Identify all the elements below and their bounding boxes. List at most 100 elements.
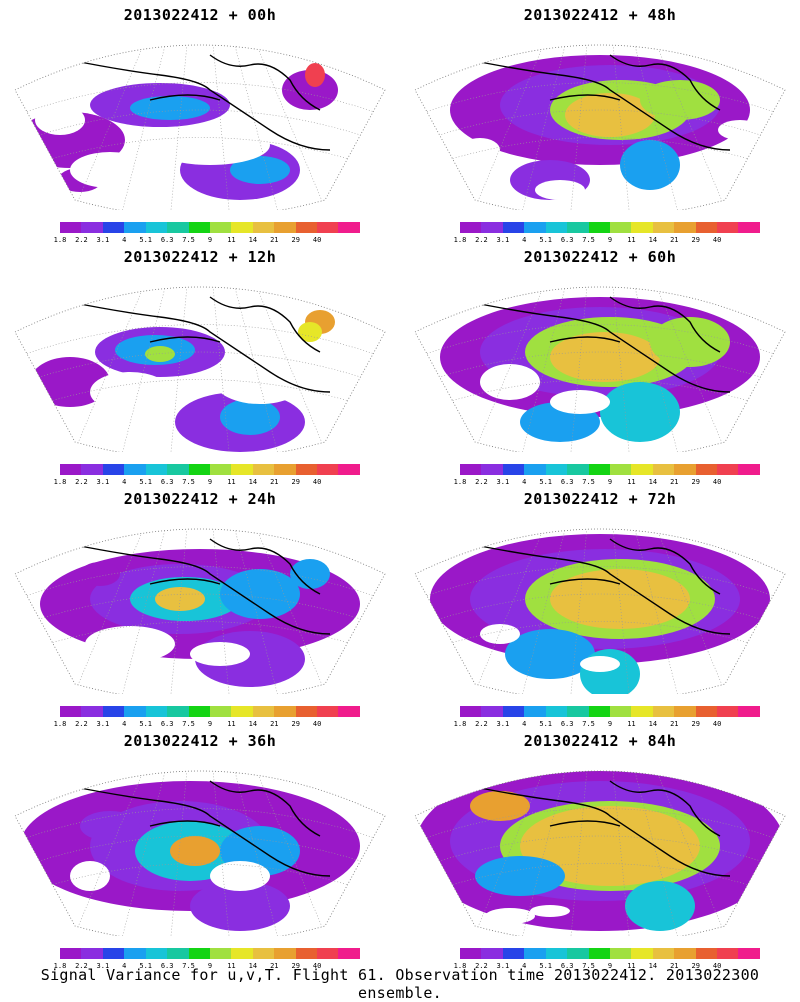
colorbar-tick-label: 9 [207, 236, 213, 244]
colorbar-swatch [252, 948, 275, 959]
variance-contour [600, 382, 680, 442]
colorbar-swatch [124, 706, 146, 717]
colorbar-swatch [167, 948, 189, 959]
colorbar [460, 464, 760, 475]
panel-title: 2013022412 + 00h [123, 6, 277, 24]
low-variance-region [460, 138, 500, 162]
coastline [469, 54, 731, 151]
colorbar-tick-label: 1.8 [453, 236, 467, 244]
colorbar-tick-label: 6.3 [160, 962, 174, 970]
colorbar-swatch [631, 948, 653, 959]
colorbar-tick-label: 21 [270, 720, 279, 728]
colorbar-labels: 1.8 2.2 3.1 4 5.1 6.3 7.5 9 11 14 21 29 40 [54, 962, 360, 972]
low-variance-region [70, 152, 150, 188]
colorbar-swatch [588, 464, 610, 475]
colorbar-swatch [81, 948, 103, 959]
colorbar-swatch [524, 948, 546, 959]
colorbar-swatch [502, 948, 525, 959]
colorbar-tick-label: 1.8 [53, 236, 67, 244]
colorbar-swatch [317, 222, 339, 233]
colorbar-swatch [252, 222, 275, 233]
variance-contour [650, 317, 730, 367]
variance-contour [80, 811, 140, 841]
coastline [69, 538, 331, 635]
colorbar-tick-label: 29 [291, 720, 300, 728]
variance-contour [298, 322, 322, 342]
colorbar-tick-label: 14 [248, 720, 258, 728]
map-border [414, 528, 786, 694]
colorbar-swatch [652, 464, 675, 475]
colorbar-swatch [460, 464, 482, 475]
variance-contour [190, 881, 290, 931]
colorbar-tick-label: 11 [627, 962, 636, 970]
longitude-line [469, 287, 601, 452]
colorbar-swatch [460, 948, 482, 959]
colorbar-tick-label: 3.1 [496, 720, 510, 728]
variance-map [14, 44, 386, 210]
colorbar-tick-label: 9 [207, 720, 213, 728]
colorbar-tick-label: 9 [607, 720, 613, 728]
variance-contour [550, 569, 690, 629]
map-border [414, 770, 786, 936]
colorbar-tick-label: 6.3 [160, 236, 174, 244]
longitude-line [69, 287, 201, 452]
map-border [14, 286, 386, 452]
colorbar-swatch [695, 464, 718, 475]
colorbar-tick-label: 11 [227, 720, 236, 728]
map-panel-24h: 2013022412 + 24h 1.8 2.2 3.1 4 5.1 6.3 7.5 9 11 1… [0, 484, 400, 734]
low-variance-region [718, 120, 762, 140]
colorbar-swatch [460, 706, 482, 717]
colorbar-swatch [295, 222, 318, 233]
colorbar-tick-label: 5.1 [539, 720, 553, 728]
colorbar-tick-label: 4 [122, 478, 127, 486]
colorbar-tick-label: 5.1 [539, 478, 553, 486]
colorbar-swatch [652, 948, 675, 959]
colorbar-swatch [124, 464, 146, 475]
map-field [15, 45, 385, 210]
colorbar-tick-label: 29 [291, 236, 300, 244]
colorbar-tick-label: 6.3 [560, 962, 574, 970]
colorbar-swatch [717, 222, 739, 233]
low-variance-region [485, 908, 535, 924]
colorbar-tick-label: 3.1 [96, 962, 110, 970]
colorbar-tick-label: 21 [670, 236, 679, 244]
low-variance-region [535, 180, 585, 200]
colorbar-tick-label: 21 [270, 478, 279, 486]
colorbar-tick-label: 40 [712, 478, 722, 486]
colorbar-swatch [481, 464, 503, 475]
colorbar-swatch [738, 464, 760, 475]
colorbar-tick-label: 11 [627, 236, 636, 244]
colorbar-swatch [81, 464, 103, 475]
low-variance-region [550, 390, 610, 414]
map-panel-12h: 2013022412 + 12h 1.8 2.2 3.1 4 5.1 6.3 7.5 9 11 1… [0, 242, 400, 492]
colorbar-swatch [460, 222, 482, 233]
colorbar-swatch [167, 222, 189, 233]
colorbar-tick-label: 7.5 [182, 962, 195, 970]
colorbar-swatch [717, 464, 739, 475]
colorbar-swatch [524, 706, 546, 717]
low-variance-region [70, 861, 110, 891]
colorbar-tick-label: 4 [522, 720, 527, 728]
variance-contour [550, 332, 660, 382]
colorbar-tick-label: 5.1 [539, 236, 553, 244]
colorbar-swatch [567, 222, 589, 233]
colorbar-tick-label: 3.1 [496, 236, 510, 244]
colorbar-tick-label: 1.8 [453, 478, 467, 486]
low-variance-region [35, 105, 85, 135]
colorbar-swatch [295, 706, 318, 717]
colorbar-swatch [524, 464, 546, 475]
colorbar-swatch [502, 706, 525, 717]
colorbar-swatch [252, 464, 275, 475]
map-field [15, 529, 385, 694]
colorbar [460, 222, 760, 233]
variance-map [414, 528, 786, 694]
colorbar [460, 948, 760, 959]
colorbar-swatch [317, 464, 339, 475]
variance-contour [640, 80, 720, 120]
low-variance-region [480, 364, 540, 400]
longitude-line [469, 529, 601, 694]
colorbar-swatch [674, 706, 696, 717]
colorbar-swatch [167, 464, 189, 475]
colorbar-swatch [145, 222, 168, 233]
colorbar-tick-label: 2.2 [475, 236, 488, 244]
